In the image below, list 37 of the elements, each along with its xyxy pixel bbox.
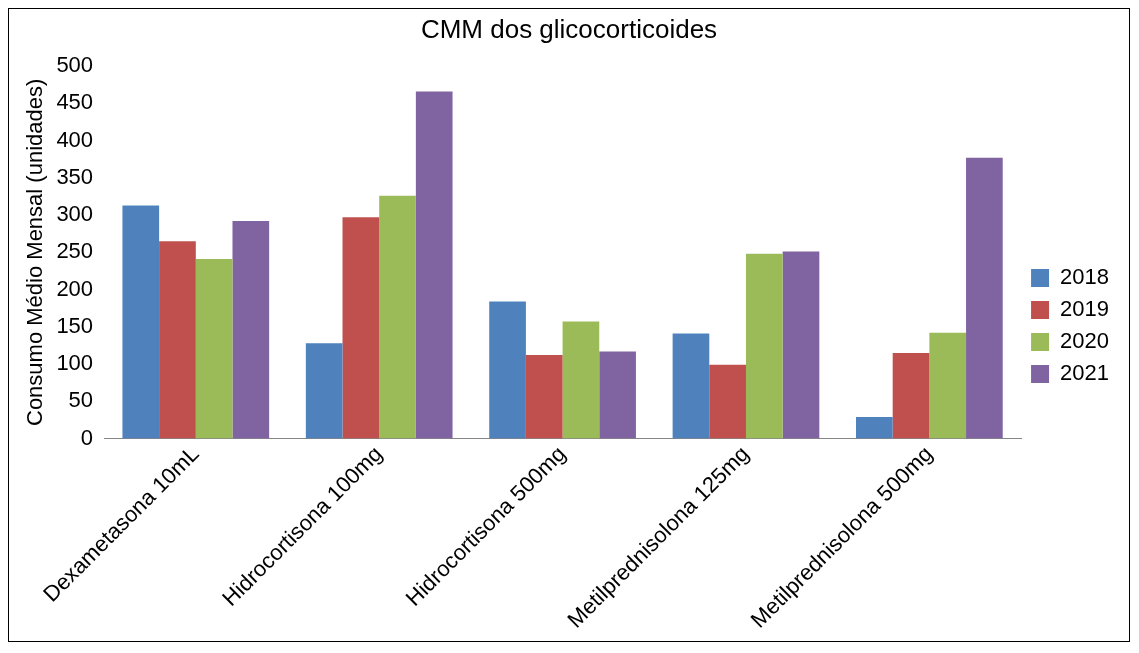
y-tick-label: 250 [56,238,94,264]
bar [489,301,526,439]
bar [966,157,1003,439]
y-tick-label: 0 [80,424,94,450]
chart-title: CMM dos glicocorticoides [420,13,718,44]
bar [599,351,636,439]
y-axis-title: Consumo Médio Mensal (unidades) [22,78,48,427]
legend-label: 2019 [1060,296,1110,322]
y-tick-label: 300 [56,201,94,227]
y-tick-label: 400 [56,126,94,152]
bar [232,221,270,439]
bar [929,332,967,439]
y-tick-label: 350 [56,163,94,189]
y-tick-label: 500 [56,52,94,78]
bar [745,253,783,439]
bar [305,343,343,439]
y-tick-label: 50 [68,387,94,413]
bar [159,241,196,439]
bar [856,416,893,439]
bar [782,251,820,439]
legend-label: 2021 [1060,360,1110,386]
bar [195,259,233,439]
bar [562,321,600,439]
bar [122,205,160,439]
y-tick-label: 100 [56,350,94,376]
bar [525,355,563,439]
legend-label: 2020 [1060,328,1110,354]
bar [342,217,380,439]
legend-label: 2018 [1060,264,1110,290]
bar [672,333,710,439]
y-tick-label: 150 [56,312,94,338]
bar [709,364,746,439]
bar [892,352,930,439]
bar [415,91,453,439]
y-tick-label: 200 [56,275,94,301]
y-tick-label: 450 [56,89,94,115]
bar [379,195,416,439]
